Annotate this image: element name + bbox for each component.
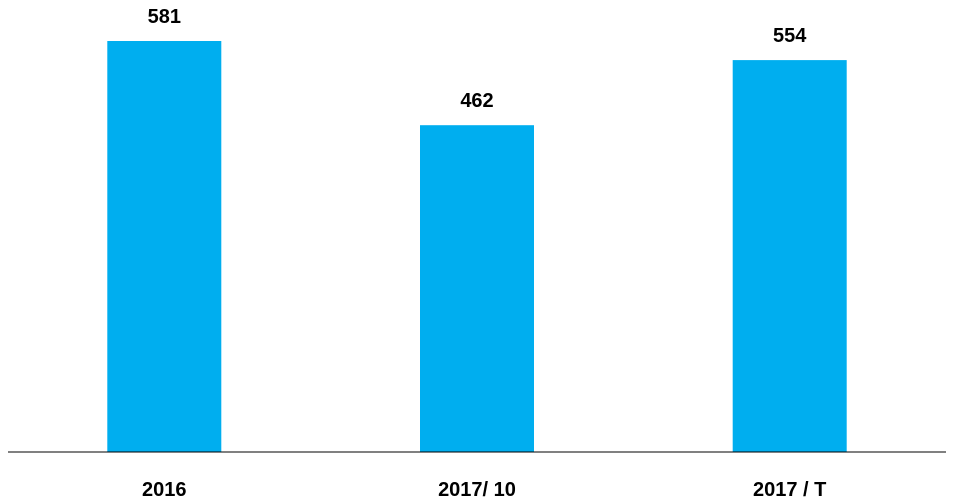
bars-group [107,41,847,452]
category-label-0: 2016 [142,479,187,501]
bar-0 [107,41,222,452]
value-label-0: 581 [148,6,181,28]
value-labels-group: 581 462 554 [148,6,808,112]
category-label-2: 2017 / T [753,479,826,501]
value-label-2: 554 [773,25,807,47]
category-labels-group: 2016 2017/ 10 2017 / T [142,479,826,501]
bar-2 [732,60,847,452]
bar-1 [420,125,534,452]
value-label-1: 462 [460,90,493,112]
category-label-1: 2017/ 10 [438,479,516,501]
